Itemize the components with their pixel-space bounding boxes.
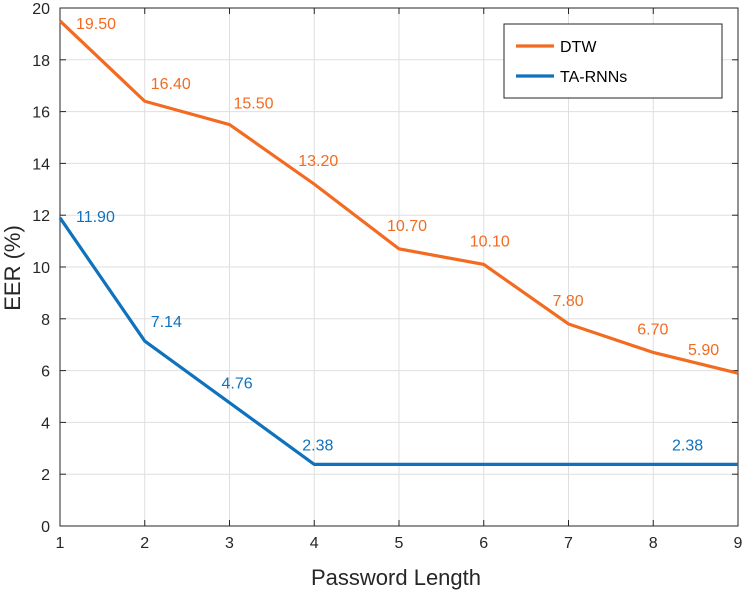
data-label: 2.38: [672, 437, 703, 454]
series-lines: [58, 19, 739, 466]
data-label: 4.76: [222, 376, 253, 393]
x-tick-label: 2: [140, 535, 149, 552]
y-tick-label: 12: [32, 208, 50, 225]
x-tick-label: 7: [564, 535, 573, 552]
y-tick-label: 18: [32, 53, 50, 70]
data-label: 15.50: [234, 96, 274, 113]
x-tick-label: 8: [649, 535, 658, 552]
data-label: 6.70: [637, 321, 668, 338]
legend: DTW TA-RNNs: [503, 23, 723, 99]
data-label: 10.70: [387, 218, 427, 235]
series-line-ta-rnns: [58, 216, 738, 466]
y-tick-label: 0: [41, 519, 50, 536]
legend-box: [503, 23, 723, 99]
x-axis-title: Password Length: [311, 565, 481, 590]
x-tick-label: 6: [479, 535, 488, 552]
x-tick-label: 3: [225, 535, 234, 552]
x-tick-label: 4: [310, 535, 319, 552]
data-label: 16.40: [151, 76, 191, 93]
data-labels: 19.50 16.40 15.50 13.20 10.70 10.10 7.80 6.70 5.…: [76, 16, 719, 454]
data-label: 19.50: [76, 16, 116, 33]
y-tick-label: 20: [32, 1, 50, 18]
data-label: 5.90: [688, 342, 719, 359]
y-tick-label: 16: [32, 105, 50, 122]
data-label: 13.20: [298, 153, 338, 170]
y-axis-title: EER (%): [0, 225, 25, 311]
y-tick-label: 8: [41, 312, 50, 329]
y-tick-label: 14: [32, 156, 50, 173]
x-tick-label: 5: [395, 535, 404, 552]
x-tick-label: 1: [56, 535, 65, 552]
data-label: 7.80: [553, 293, 584, 310]
y-tick-label: 6: [41, 364, 50, 381]
data-label: 11.90: [76, 209, 115, 226]
legend-entry: DTW: [560, 39, 597, 56]
data-label: 7.14: [151, 314, 182, 331]
y-tick-label: 4: [41, 415, 50, 432]
x-tick-label: 9: [734, 535, 743, 552]
legend-entry: TA-RNNs: [560, 69, 627, 86]
data-label: 10.10: [470, 233, 510, 250]
series-line-dtw: [58, 19, 739, 375]
y-tick-label: 10: [32, 260, 50, 277]
data-label: 2.38: [302, 437, 333, 454]
y-tick-label: 2: [41, 467, 50, 484]
